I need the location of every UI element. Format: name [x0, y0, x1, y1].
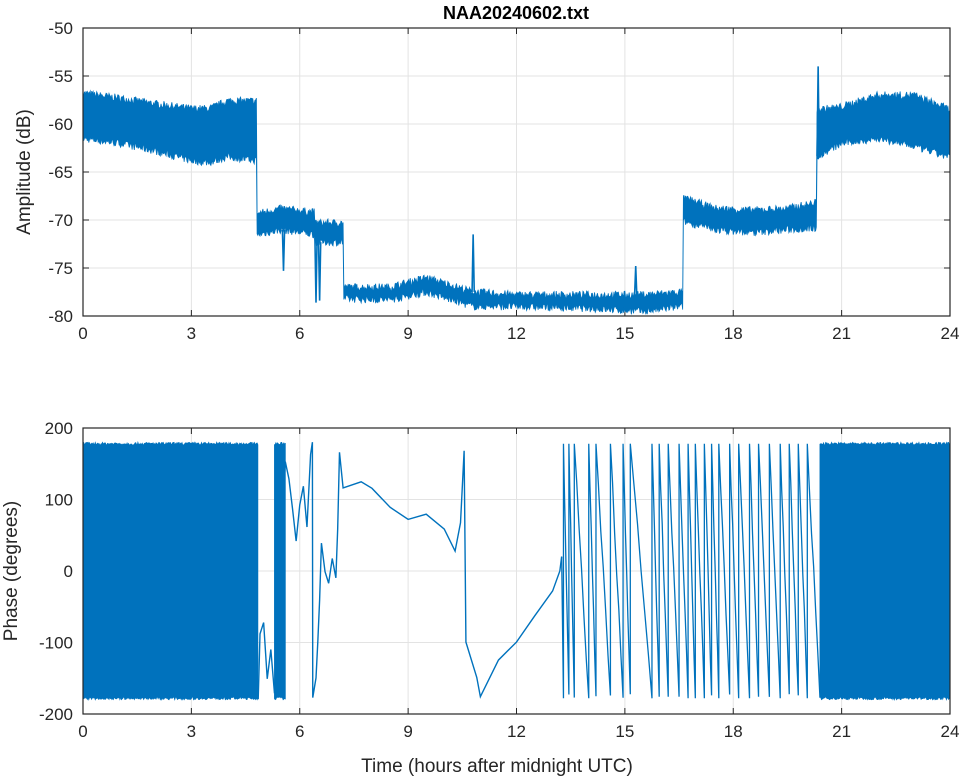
axes-box [82, 27, 951, 317]
phase-ylabel: Phase (degrees) [1, 501, 22, 641]
x-tick-label: 18 [724, 324, 743, 343]
y-tick-label: -65 [48, 163, 73, 182]
amplitude-spike [317, 242, 322, 301]
amplitude-ylabel: Amplitude (dB) [14, 109, 35, 235]
x-tick-label: 12 [507, 324, 526, 343]
y-tick-label: -70 [48, 211, 73, 230]
amplitude-axes: 0 3 6 9 12 15 18 21 24 -50 -55 -60 -65 -70 -75 -80 [48, 19, 959, 343]
x-tick-label: 24 [941, 324, 960, 343]
x-tick-label: 0 [78, 722, 87, 741]
y-tick-label: 200 [45, 419, 73, 438]
y-tick-label: -75 [48, 259, 73, 278]
phase-trace [257, 442, 563, 700]
time-xlabel: Time (hours after midnight UTC) [361, 756, 633, 777]
chart-title: NAA20240602.txt [443, 3, 589, 23]
y-tick-label: -200 [39, 705, 73, 724]
x-tick-label: 0 [78, 324, 87, 343]
y-tick-label: -100 [39, 634, 73, 653]
x-tick-label: 21 [832, 722, 851, 741]
x-tick-label: 6 [295, 722, 304, 741]
phase-axes: 0 3 6 9 12 15 18 21 24 200 100 0 -100 -200 [39, 419, 959, 741]
amplitude-spike [314, 238, 318, 303]
x-tick-label: 24 [941, 722, 960, 741]
phase-noise-band [819, 441, 951, 701]
y-tick-label: 100 [45, 491, 73, 510]
phase-noise-band [82, 440, 259, 701]
x-tick-label: 12 [507, 722, 526, 741]
amplitude-spike [471, 234, 476, 293]
amplitude-spike [281, 229, 286, 271]
amplitude-spike [816, 66, 821, 157]
x-tick-label: 9 [403, 722, 412, 741]
x-tick-label: 15 [615, 722, 634, 741]
amplitude-spike [633, 266, 638, 295]
y-tick-label: -50 [48, 19, 73, 38]
x-tick-label: 21 [832, 324, 851, 343]
y-tick-label: 0 [64, 562, 73, 581]
x-tick-label: 15 [615, 324, 634, 343]
axes-box [82, 427, 951, 715]
phase-wrap-series [561, 443, 821, 699]
y-tick-label: -55 [48, 67, 73, 86]
x-tick-label: 3 [187, 722, 196, 741]
x-tick-label: 6 [295, 324, 304, 343]
x-tick-label: 18 [724, 722, 743, 741]
x-tick-label: 3 [187, 324, 196, 343]
x-tick-label: 9 [403, 324, 412, 343]
y-tick-label: -60 [48, 115, 73, 134]
y-tick-label: -80 [48, 307, 73, 326]
